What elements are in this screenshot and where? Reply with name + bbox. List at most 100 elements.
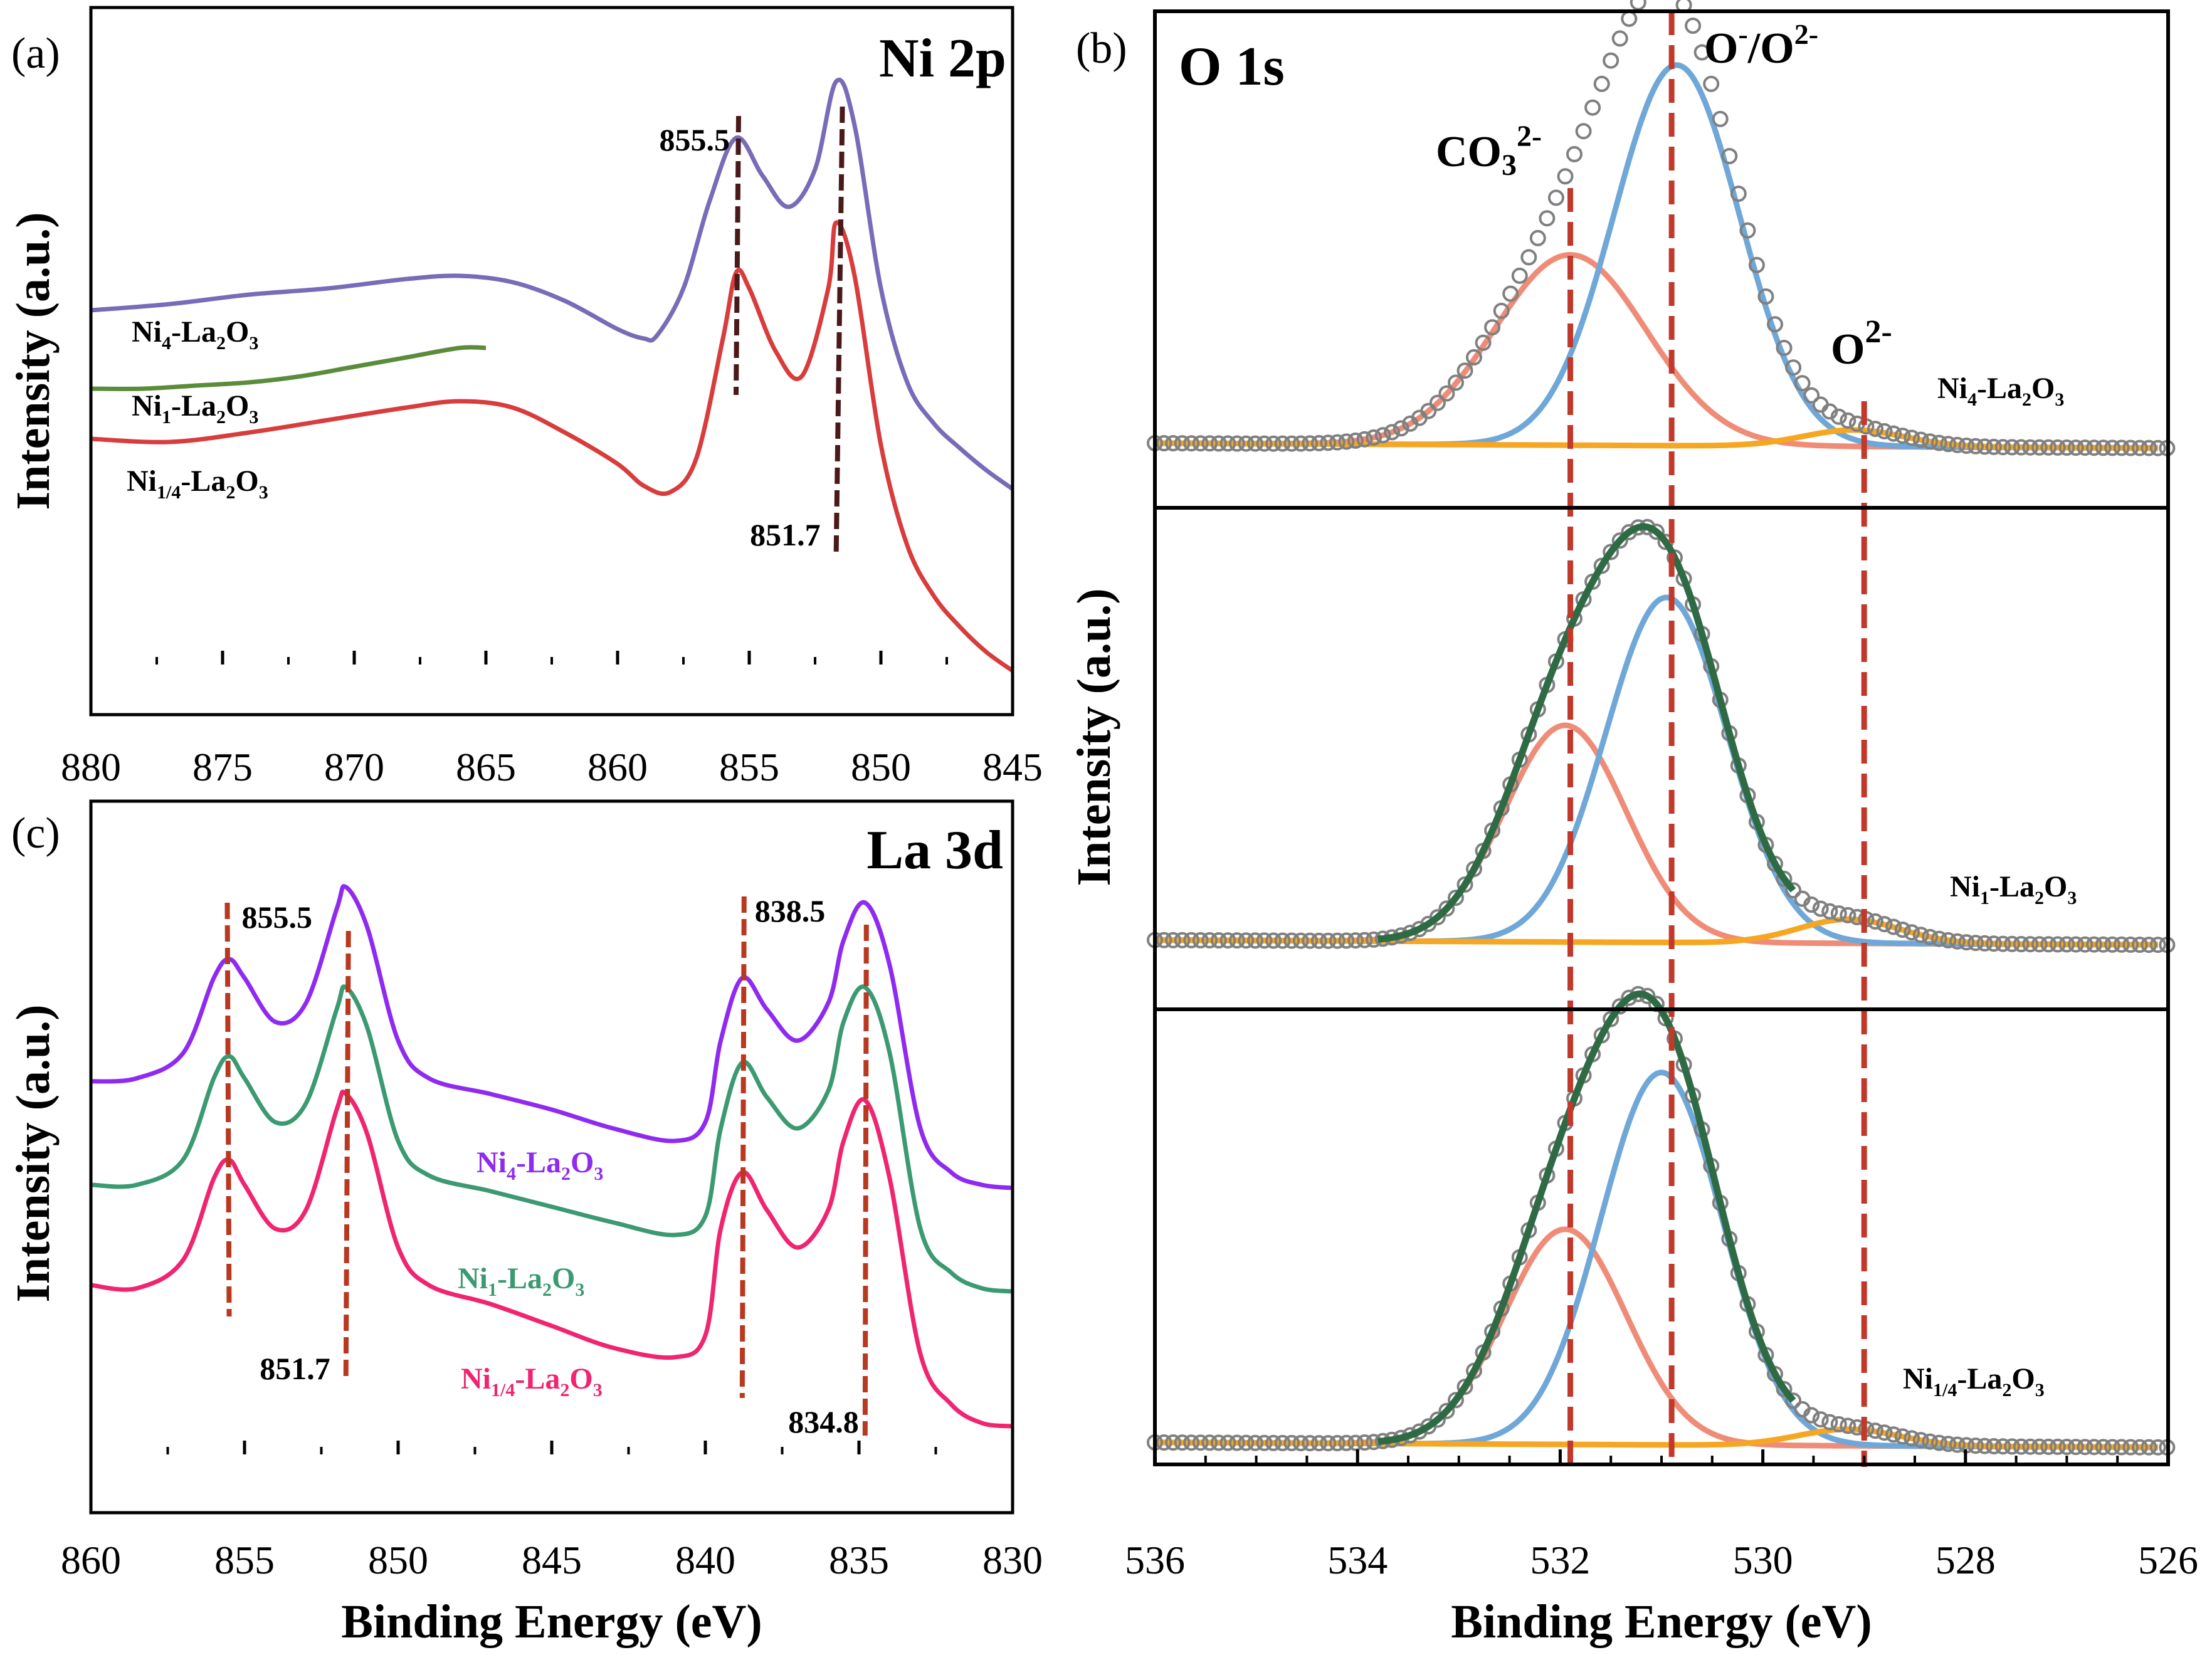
- x-tick-label: 860: [587, 745, 648, 789]
- peak-value-label: 838.5: [755, 893, 826, 928]
- x-tick-label: 855: [719, 745, 779, 789]
- x-tick-label: 850: [368, 1538, 428, 1582]
- data-point: [1885, 1426, 1902, 1443]
- data-point: [1320, 434, 1337, 451]
- data-point: [1986, 438, 2002, 455]
- panel-b-frame: [1153, 9, 2170, 1466]
- data-point: [1840, 1417, 1856, 1434]
- data-point: [1830, 1416, 1847, 1432]
- data-point: [1192, 932, 1209, 948]
- data-point: [1803, 1407, 1820, 1424]
- data-point: [1730, 186, 1747, 202]
- data-point: [1302, 435, 1319, 452]
- data-point: [1712, 110, 1729, 127]
- data-point: [2086, 439, 2102, 456]
- data-point: [1821, 1414, 1838, 1431]
- data-point: [1904, 429, 1920, 446]
- data-point: [1922, 433, 1939, 450]
- x-tick-label: 526: [2138, 1538, 2198, 1582]
- co3-fit-peak: [1154, 722, 2158, 948]
- data-point: [2049, 1438, 2066, 1455]
- series-label-3: Ni1/4-La2O3: [461, 1362, 603, 1400]
- data-point: [1566, 145, 1583, 162]
- x-tick-label: 840: [675, 1538, 735, 1582]
- data-point: [1611, 30, 1628, 47]
- panel-c-label: (c): [11, 809, 60, 858]
- peak-guide-line: [224, 902, 232, 1317]
- data-point: [1201, 435, 1218, 452]
- peak-guide-line: [734, 115, 741, 396]
- data-point: [1967, 438, 1984, 454]
- data-point: [2086, 1439, 2102, 1456]
- series-line-1: [90, 884, 1013, 1190]
- data-point: [1247, 1434, 1263, 1451]
- data-point: [1302, 932, 1319, 949]
- x-tick-label: 530: [1733, 1538, 1793, 1582]
- data-point: [1930, 434, 1947, 451]
- panel-b-title: O 1s: [1179, 36, 1285, 97]
- data-point: [1949, 933, 1966, 950]
- data-point: [1219, 1434, 1236, 1451]
- data-point: [2040, 439, 2057, 456]
- data-point: [1830, 905, 1847, 922]
- data-point: [2004, 935, 2021, 952]
- series-line-2: [90, 345, 487, 391]
- data-point: [2013, 1438, 2030, 1455]
- data-point: [1238, 1434, 1255, 1451]
- data-point: [1183, 435, 1200, 452]
- x-tick-label: 870: [324, 745, 384, 789]
- peak-value-label: 851.7: [260, 1351, 330, 1386]
- data-point: [2013, 936, 2030, 952]
- data-point: [1302, 1435, 1319, 1451]
- data-point: [1356, 431, 1373, 448]
- data-point: [1986, 935, 2002, 952]
- panel-a-series-lines: [90, 78, 1014, 673]
- data-point: [1310, 932, 1327, 949]
- data-point: [1520, 249, 1537, 266]
- data-point: [1976, 438, 1993, 455]
- panel-b-y-axis-label: Intensity (a.u.): [1068, 588, 1120, 886]
- data-point: [1803, 387, 1820, 404]
- o2-fit-peak: [1154, 916, 2158, 948]
- data-point: [1456, 1379, 1473, 1395]
- x-tick-label: 830: [982, 1538, 1043, 1582]
- data-point: [1192, 435, 1209, 452]
- data-point: [1283, 1434, 1300, 1451]
- data-point: [1329, 1435, 1346, 1451]
- data-point: [1456, 362, 1473, 379]
- data-point: [2031, 936, 2048, 953]
- data-point: [1228, 435, 1245, 452]
- data-point: [1904, 924, 1920, 941]
- data-point: [1812, 1411, 1829, 1428]
- data-point: [2104, 1439, 2121, 1456]
- data-point: [2031, 439, 2048, 456]
- data-point: [1238, 435, 1255, 452]
- data-point: [1429, 1411, 1446, 1428]
- data-point: [1767, 316, 1783, 333]
- data-point: [1329, 434, 1346, 451]
- data-point: [1356, 1434, 1373, 1451]
- data-point: [1830, 408, 1847, 425]
- peak-value-label: 855.5: [660, 122, 730, 157]
- data-point: [1374, 427, 1391, 444]
- data-point: [1685, 18, 1702, 34]
- data-point: [1347, 932, 1364, 949]
- panel-c-annotations: 855.5 851.7 838.5 834.8: [224, 893, 869, 1439]
- x-tick-label: 875: [192, 745, 253, 789]
- data-point: [1940, 932, 1957, 948]
- data-point: [1228, 932, 1245, 949]
- data-point: [1840, 906, 1856, 923]
- subpanel-label-3: Ni1/4-La2O3: [1903, 1362, 2045, 1400]
- data-point: [1994, 1438, 2011, 1455]
- peak-guide-line: [343, 930, 351, 1380]
- data-point: [2113, 1439, 2130, 1456]
- data-point: [2131, 937, 2148, 953]
- x-tick-label: 532: [1530, 1538, 1590, 1582]
- data-point: [1247, 435, 1263, 452]
- subpanel-label-2: Ni1-La2O3: [1950, 870, 2077, 908]
- panel-a-series-labels: Ni4-La2O3 Ni1-La2O3 Ni1/4-La2O3: [127, 315, 268, 503]
- data-point: [1156, 1434, 1172, 1451]
- data-point: [1812, 900, 1829, 917]
- data-point: [1940, 436, 1957, 453]
